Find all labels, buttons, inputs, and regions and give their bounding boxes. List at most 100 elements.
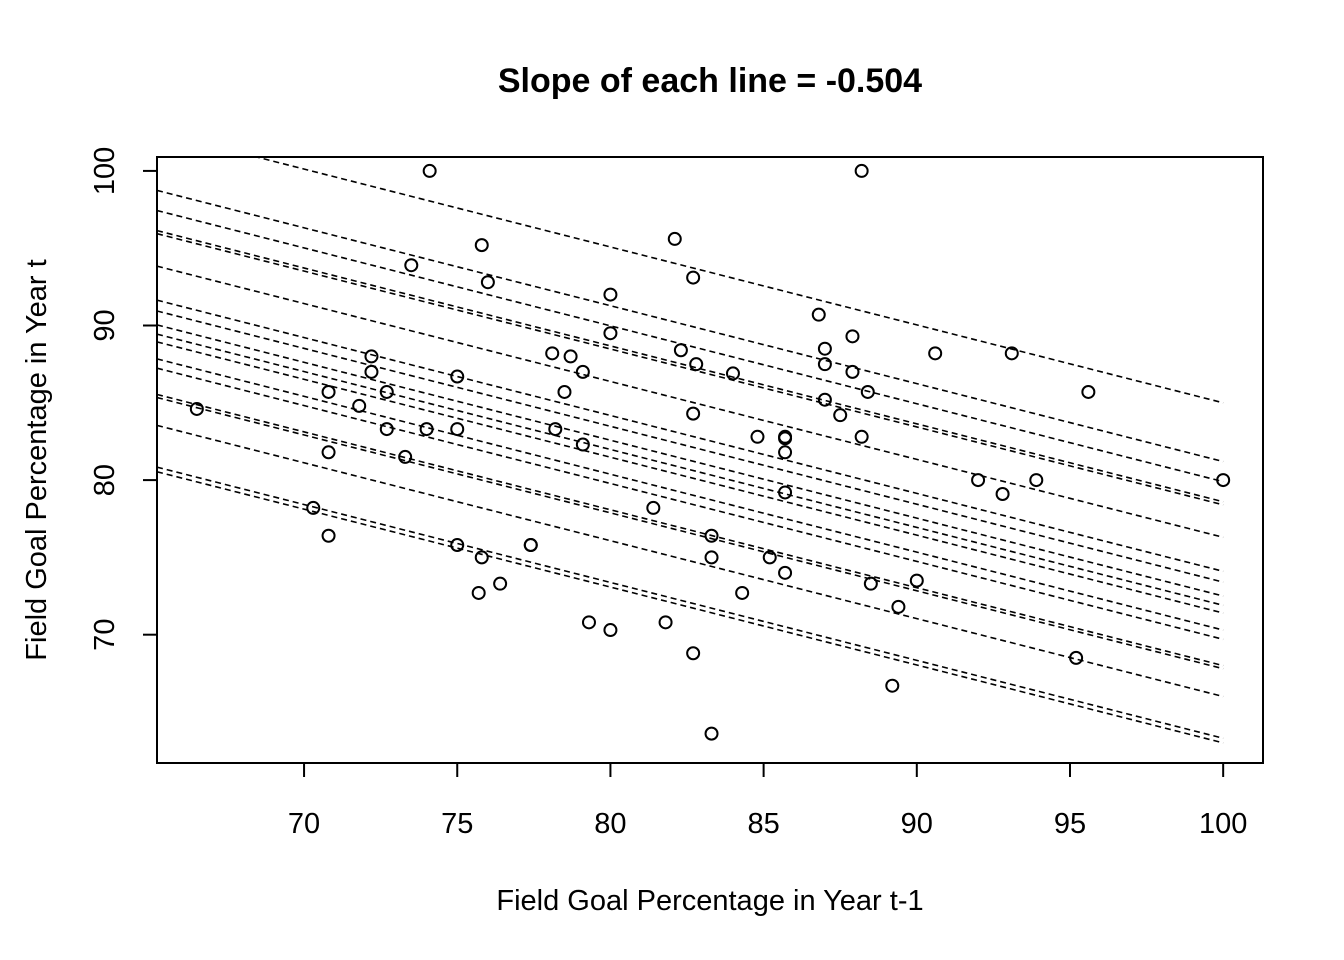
data-point-4 — [321, 445, 336, 460]
data-point-67 — [891, 599, 906, 614]
data-point-52 — [778, 445, 793, 460]
data-point-71 — [995, 487, 1010, 502]
data-point-27 — [557, 384, 572, 399]
data-point-75 — [1081, 384, 1096, 399]
x-axis-label: Field Goal Percentage in Year t-1 — [496, 885, 923, 917]
data-point-2 — [306, 500, 321, 515]
data-point-17 — [450, 538, 465, 553]
data-point-12 — [404, 258, 419, 273]
data-point-1 — [189, 401, 204, 416]
x-tick-label-95: 95 — [1054, 808, 1086, 840]
data-point-11 — [398, 449, 413, 464]
x-tick-label-85: 85 — [747, 808, 779, 840]
data-point-47 — [735, 585, 750, 600]
data-point-19 — [474, 550, 489, 565]
data-point-51 — [778, 431, 793, 446]
fit-line-12 — [157, 358, 1224, 631]
data-point-6 — [352, 398, 367, 413]
fit-line-18 — [157, 470, 1224, 744]
x-tick-label-100: 100 — [1199, 808, 1247, 840]
data-point-39 — [686, 270, 701, 285]
y-tick-label-80: 80 — [89, 464, 121, 496]
data-point-9 — [379, 384, 394, 399]
fit-lines — [157, 157, 1224, 744]
data-point-44 — [704, 550, 719, 565]
data-point-7 — [364, 349, 379, 364]
data-point-70 — [971, 473, 986, 488]
fit-line-16 — [157, 424, 1224, 698]
data-point-62 — [854, 163, 869, 178]
x-tick-label-80: 80 — [594, 808, 626, 840]
plot-frame — [156, 156, 1264, 764]
data-point-24 — [523, 538, 538, 553]
data-point-3 — [321, 384, 336, 399]
chart-title: Slope of each line = -0.504 — [498, 62, 922, 100]
fit-line-6 — [157, 265, 1224, 539]
data-point-15 — [450, 369, 465, 384]
fit-line-5 — [157, 232, 1224, 506]
fit-line-8 — [157, 310, 1224, 583]
data-point-46 — [725, 366, 740, 381]
data-point-41 — [686, 406, 701, 421]
data-point-30 — [575, 437, 590, 452]
data-point-37 — [667, 231, 682, 246]
data-point-69 — [928, 346, 943, 361]
x-tick-label-70: 70 — [288, 808, 320, 840]
fit-line-3 — [157, 209, 1224, 483]
data-point-33 — [603, 326, 618, 341]
fit-line-10 — [157, 333, 1224, 607]
data-point-72 — [1004, 346, 1019, 361]
data-point-68 — [909, 573, 924, 588]
data-point-28 — [563, 349, 578, 364]
x-tick-label-75: 75 — [441, 808, 473, 840]
fit-line-13 — [157, 367, 1224, 641]
data-point-18 — [474, 238, 489, 253]
fit-line-1 — [253, 157, 1224, 404]
data-point-26 — [548, 422, 563, 437]
x-axis: 70 75 80 85 90 95 100 — [288, 763, 1247, 840]
x-tick-label-90: 90 — [901, 808, 933, 840]
fit-line-17 — [157, 466, 1224, 740]
data-point-13 — [419, 422, 434, 437]
y-tick-label-70: 70 — [89, 619, 121, 651]
data-points — [189, 163, 1231, 741]
fit-line-14 — [157, 393, 1224, 667]
data-point-56 — [817, 341, 832, 356]
data-point-55 — [811, 307, 826, 322]
data-point-48 — [750, 429, 765, 444]
data-point-5 — [321, 528, 336, 543]
data-point-20 — [471, 585, 486, 600]
data-point-76 — [1216, 473, 1231, 488]
data-point-64 — [860, 384, 875, 399]
data-point-54 — [778, 565, 793, 580]
data-point-49 — [762, 550, 777, 565]
y-axis-label: Field Goal Percentage in Year t — [21, 259, 53, 660]
fit-line-11 — [157, 341, 1224, 614]
data-point-35 — [646, 500, 661, 515]
fit-line-7 — [157, 299, 1224, 573]
data-point-22 — [493, 576, 508, 591]
fit-line-15 — [157, 396, 1224, 670]
fit-line-2 — [157, 189, 1224, 463]
data-point-34 — [603, 623, 618, 638]
data-point-21 — [480, 275, 495, 290]
data-point-53 — [778, 485, 793, 500]
data-point-14 — [422, 163, 437, 178]
data-point-58 — [817, 392, 832, 407]
y-axis: 70 80 90 100 — [89, 147, 157, 651]
data-point-59 — [833, 408, 848, 423]
data-point-43 — [704, 528, 719, 543]
data-point-29 — [575, 364, 590, 379]
data-point-66 — [885, 678, 900, 693]
data-point-32 — [603, 287, 618, 302]
data-point-65 — [863, 576, 878, 591]
data-point-57 — [817, 357, 832, 372]
data-point-10 — [379, 422, 394, 437]
data-point-74 — [1069, 650, 1084, 665]
data-point-63 — [854, 429, 869, 444]
y-tick-label-100: 100 — [89, 147, 121, 195]
data-point-8 — [364, 364, 379, 379]
y-tick-label-90: 90 — [89, 309, 121, 341]
data-point-16 — [450, 422, 465, 437]
